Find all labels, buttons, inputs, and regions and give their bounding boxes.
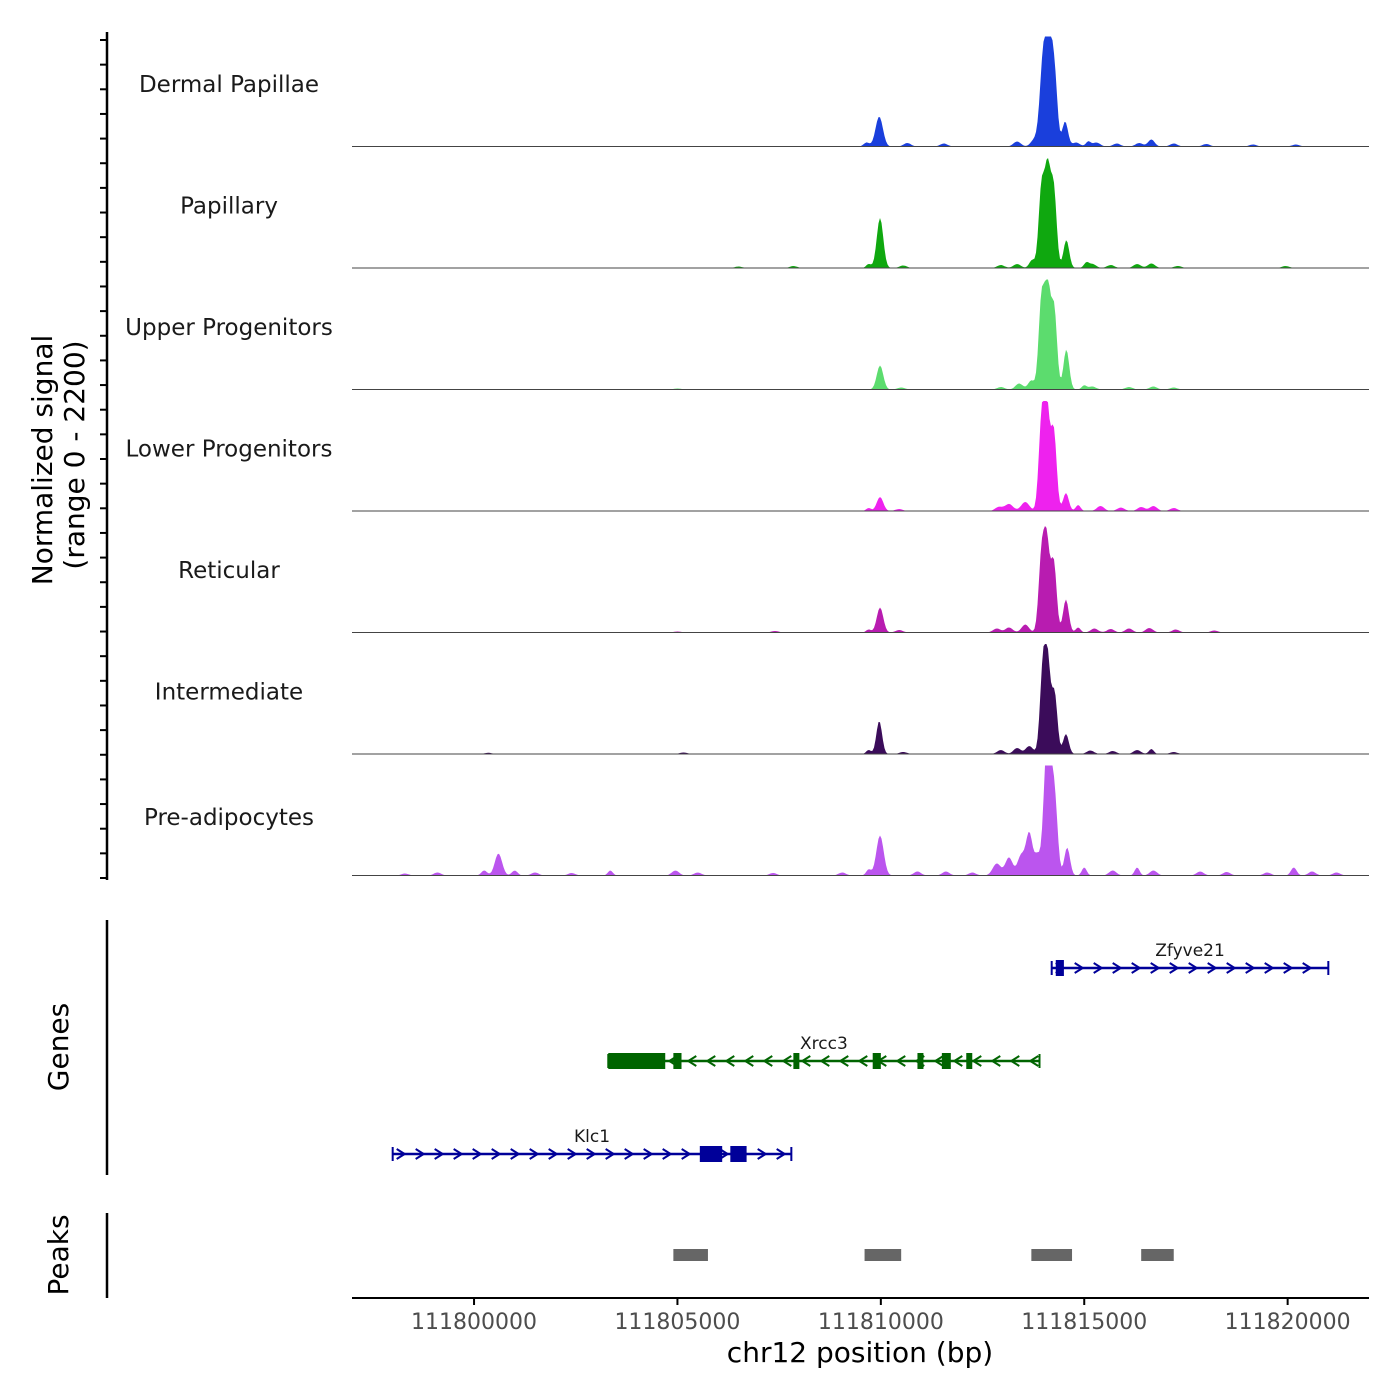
strand-arrow bbox=[800, 1055, 811, 1067]
strand-arrow bbox=[434, 1148, 445, 1160]
exon bbox=[793, 1053, 800, 1069]
strand-arrow bbox=[491, 1148, 502, 1160]
strand-arrow bbox=[719, 1148, 730, 1160]
coverage-area bbox=[352, 36, 1369, 147]
track-label: Lower Progenitors bbox=[126, 437, 333, 463]
strand-arrow bbox=[971, 1055, 982, 1067]
coverage-area bbox=[352, 279, 1369, 390]
genes-panel-label: Genes bbox=[42, 1003, 75, 1091]
strand-arrow bbox=[1074, 962, 1085, 974]
x-tick-label: 111815000 bbox=[1021, 1310, 1147, 1335]
strand-arrow bbox=[743, 1055, 754, 1067]
exon bbox=[941, 1053, 951, 1069]
track-label: Intermediate bbox=[155, 680, 303, 706]
strand-arrow bbox=[1264, 962, 1275, 974]
strand-arrow bbox=[1283, 962, 1294, 974]
strand-arrow bbox=[1188, 962, 1199, 974]
exon bbox=[1055, 960, 1064, 976]
strand-arrow bbox=[1207, 962, 1218, 974]
strand-arrow bbox=[952, 1055, 963, 1067]
track-label: Papillary bbox=[180, 194, 278, 220]
strand-arrow bbox=[548, 1148, 559, 1160]
signal-y-axis bbox=[100, 32, 109, 880]
coverage-area bbox=[352, 644, 1369, 754]
coverage-tracks: Dermal Papillae Papillary Upper Progenitor… bbox=[125, 36, 1369, 876]
coverage-area bbox=[352, 526, 1369, 633]
strand-arrow bbox=[415, 1148, 426, 1160]
strand-arrow bbox=[1150, 962, 1161, 974]
gene-annotations: Zfyve21 Xrcc3 Klc1 bbox=[391, 941, 1330, 1162]
strand-arrow bbox=[762, 1055, 773, 1067]
exon bbox=[699, 1146, 723, 1162]
strand-arrow bbox=[453, 1148, 464, 1160]
gene-label: Xrcc3 bbox=[800, 1034, 848, 1054]
strand-arrow bbox=[396, 1148, 407, 1160]
strand-arrow bbox=[857, 1055, 868, 1067]
peak-region bbox=[1141, 1249, 1174, 1261]
exon bbox=[917, 1053, 924, 1069]
strand-arrow bbox=[472, 1148, 483, 1160]
exon bbox=[872, 1053, 881, 1069]
strand-arrow bbox=[686, 1055, 697, 1067]
coverage-area bbox=[352, 158, 1369, 268]
exon bbox=[673, 1053, 682, 1069]
strand-arrow bbox=[705, 1055, 716, 1067]
strand-arrow bbox=[781, 1055, 792, 1067]
x-tick-label: 111800000 bbox=[411, 1310, 537, 1335]
strand-arrow bbox=[510, 1148, 521, 1160]
track-label: Pre-adipocytes bbox=[144, 805, 314, 831]
peak-regions bbox=[673, 1249, 1174, 1261]
strand-arrow bbox=[1093, 962, 1104, 974]
track-label: Upper Progenitors bbox=[125, 315, 333, 341]
strand-arrow bbox=[1028, 1055, 1039, 1067]
x-axis-ticks: 111800000 111805000 111810000 111815000 1118… bbox=[411, 1298, 1351, 1335]
strand-arrow bbox=[990, 1055, 1001, 1067]
track-label: Reticular bbox=[178, 558, 280, 584]
exon bbox=[730, 1146, 747, 1162]
strand-arrow bbox=[1169, 962, 1180, 974]
signal-y-axis-range: (range 0 - 2200) bbox=[58, 340, 91, 569]
x-axis-label: chr12 position (bp) bbox=[727, 1336, 993, 1369]
strand-arrow bbox=[757, 1148, 768, 1160]
strand-arrow bbox=[1245, 962, 1256, 974]
x-tick-label: 111810000 bbox=[818, 1310, 944, 1335]
strand-arrow bbox=[529, 1148, 540, 1160]
strand-arrow bbox=[1226, 962, 1237, 974]
peaks-panel-label: Peaks bbox=[42, 1214, 75, 1295]
x-tick-label: 111805000 bbox=[614, 1310, 740, 1335]
strand-arrow bbox=[586, 1148, 597, 1160]
exon bbox=[608, 1053, 666, 1069]
exon bbox=[966, 1053, 973, 1069]
strand-arrow bbox=[567, 1148, 578, 1160]
strand-arrow bbox=[933, 1055, 944, 1067]
x-tick-label: 111820000 bbox=[1225, 1310, 1351, 1335]
strand-arrow bbox=[605, 1148, 616, 1160]
strand-arrow bbox=[838, 1055, 849, 1067]
strand-arrow bbox=[1131, 962, 1142, 974]
strand-arrow bbox=[643, 1148, 654, 1160]
strand-arrow bbox=[776, 1148, 787, 1160]
track-label: Dermal Papillae bbox=[139, 72, 319, 98]
coverage-area bbox=[352, 401, 1369, 511]
coverage-area bbox=[352, 765, 1369, 876]
strand-arrow bbox=[1112, 962, 1123, 974]
strand-arrow bbox=[895, 1055, 906, 1067]
peak-region bbox=[673, 1249, 708, 1261]
peak-region bbox=[864, 1249, 902, 1261]
strand-arrow bbox=[724, 1055, 735, 1067]
strand-arrow bbox=[681, 1148, 692, 1160]
strand-arrow bbox=[624, 1148, 635, 1160]
signal-y-axis-label: Normalized signal bbox=[26, 335, 59, 586]
strand-arrow bbox=[662, 1148, 673, 1160]
gene-label: Zfyve21 bbox=[1155, 941, 1225, 961]
strand-arrow bbox=[1302, 962, 1313, 974]
strand-arrow bbox=[1009, 1055, 1020, 1067]
strand-arrow bbox=[819, 1055, 830, 1067]
gene-label: Klc1 bbox=[574, 1127, 610, 1147]
peak-region bbox=[1031, 1249, 1073, 1261]
